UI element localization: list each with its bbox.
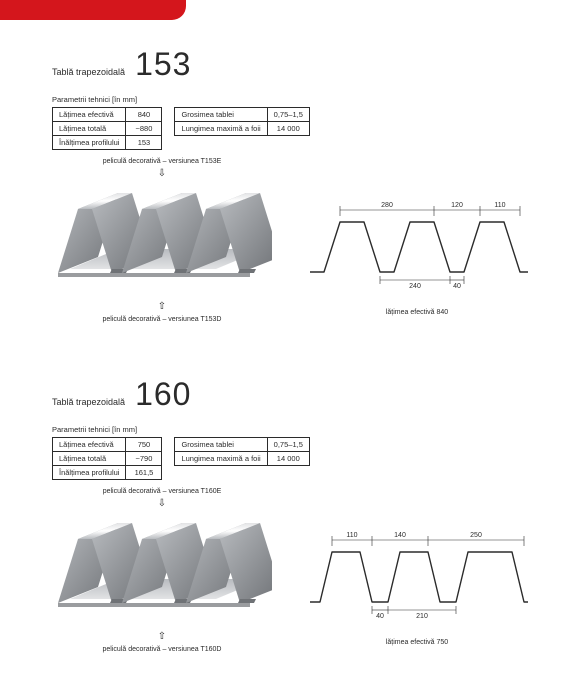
param-value: 0,75–1,5 <box>267 108 309 122</box>
table-row: Înălțimea profilului153 <box>53 136 162 150</box>
param-caption: Parametrii tehnici [în mm] <box>52 95 162 104</box>
param-table-2-wrap: Grosimea tablei0,75–1,5Lungimea maximă a… <box>174 425 309 466</box>
svg-text:40: 40 <box>376 613 384 620</box>
cross-section-diagram: 110 140 250 40 210 <box>302 516 532 631</box>
svg-text:110: 110 <box>494 202 505 209</box>
svg-text:120: 120 <box>451 202 463 209</box>
param-value: ~880 <box>126 122 162 136</box>
param-value: 14 000 <box>267 122 309 136</box>
table-row: Grosimea tablei0,75–1,5 <box>175 108 309 122</box>
param-value: 840 <box>126 108 162 122</box>
param-name: Lățimea efectivă <box>53 108 126 122</box>
cross-section-column: 280 120 110 240 40 lățimea efectivă 840 <box>288 158 546 316</box>
svg-text:110: 110 <box>346 532 357 539</box>
title-number: 160 <box>135 376 191 413</box>
svg-text:240: 240 <box>409 283 421 290</box>
param-name: Înălțimea profilului <box>53 136 126 150</box>
svg-text:280: 280 <box>381 202 393 209</box>
title-number: 153 <box>135 46 191 83</box>
param-name: Lățimea totală <box>53 452 126 466</box>
param-table-1-wrap: Parametrii tehnici [în mm] Lățimea efecti… <box>52 425 162 480</box>
param-name: Grosimea tablei <box>175 108 267 122</box>
svg-text:210: 210 <box>416 613 428 620</box>
title-prefix: Tablă trapezoidală <box>52 397 125 407</box>
title-row: Tablă trapezoidală 160 <box>52 376 546 413</box>
param-caption: Parametrii tehnici [în mm] <box>52 425 162 434</box>
table-row: Lungimea maximă a foii14 000 <box>175 452 309 466</box>
cross-caption: lățimea efectivă 840 <box>386 309 448 316</box>
product-section: Tablă trapezoidală 160 Parametrii tehnici … <box>52 376 546 653</box>
table-row: Lățimea totală~790 <box>53 452 162 466</box>
cross-section-diagram: 280 120 110 240 40 <box>302 186 532 301</box>
arrow-down-icon: ⇩ <box>158 499 166 509</box>
param-name: Lățimea efectivă <box>53 438 126 452</box>
render-column: peliculă decorativă – versiunea T153E ⇩ <box>52 158 272 323</box>
param-tables: Parametrii tehnici [în mm] Lățimea efecti… <box>52 425 546 480</box>
param-value: 161,5 <box>126 466 162 480</box>
body-row: peliculă decorativă – versiunea T153E ⇩ <box>52 158 546 323</box>
cross-caption: lățimea efectivă 750 <box>386 639 448 646</box>
sheet-render <box>52 513 272 628</box>
arrow-up-icon: ⇧ <box>158 632 166 642</box>
version-label-top: peliculă decorativă – versiunea T160E <box>103 488 222 495</box>
spacer <box>174 425 309 434</box>
param-table-1-wrap: Parametrii tehnici [în mm] Lățimea efecti… <box>52 95 162 150</box>
title-row: Tablă trapezoidală 153 <box>52 46 546 83</box>
param-value: 750 <box>126 438 162 452</box>
table-row: Lățimea totală~880 <box>53 122 162 136</box>
param-name: Lățimea totală <box>53 122 126 136</box>
product-section: Tablă trapezoidală153Parametrii tehnici … <box>52 46 546 323</box>
version-label-bottom: peliculă decorativă – versiunea T160D <box>103 646 222 653</box>
param-value: ~790 <box>126 452 162 466</box>
param-table-1: Lățimea efectivă750Lățimea totală~790Înă… <box>52 437 162 480</box>
sheet-render <box>52 183 272 298</box>
table-row: Grosimea tablei0,75–1,5 <box>175 438 309 452</box>
param-name: Înălțimea profilului <box>53 466 126 480</box>
svg-text:140: 140 <box>394 532 406 539</box>
arrow-down-icon: ⇩ <box>158 169 166 179</box>
table-row: Lungimea maximă a foii14 000 <box>175 122 309 136</box>
svg-text:250: 250 <box>470 532 482 539</box>
param-value: 14 000 <box>267 452 309 466</box>
param-name: Grosimea tablei <box>175 438 267 452</box>
table-row: Lățimea efectivă840 <box>53 108 162 122</box>
render-column: peliculă decorativă – versiunea T160E ⇩ <box>52 488 272 653</box>
param-tables: Parametrii tehnici [în mm] Lățimea efecti… <box>52 95 546 150</box>
body-row: peliculă decorativă – versiunea T160E ⇩ <box>52 488 546 653</box>
spacer <box>174 95 309 104</box>
param-table-2: Grosimea tablei0,75–1,5Lungimea maximă a… <box>174 107 309 136</box>
table-row: Înălțimea profilului161,5 <box>53 466 162 480</box>
param-table-2: Grosimea tablei0,75–1,5Lungimea maximă a… <box>174 437 309 466</box>
table-row: Lățimea efectivă750 <box>53 438 162 452</box>
param-value: 153 <box>126 136 162 150</box>
param-name: Lungimea maximă a foii <box>175 122 267 136</box>
param-table-1: Lățimea efectivă840Lățimea totală~880Înă… <box>52 107 162 150</box>
version-label-top: peliculă decorativă – versiunea T153E <box>103 158 222 165</box>
version-label-bottom: peliculă decorativă – versiunea T153D <box>103 316 222 323</box>
cross-section-column: 110 140 250 40 210 lățimea efectivă 750 <box>288 488 546 646</box>
param-name: Lungimea maximă a foii <box>175 452 267 466</box>
header-red-tab <box>0 0 186 20</box>
title-prefix: Tablă trapezoidală <box>52 67 125 77</box>
param-value: 0,75–1,5 <box>267 438 309 452</box>
param-table-2-wrap: Grosimea tablei0,75–1,5Lungimea maximă a… <box>174 95 309 136</box>
svg-text:40: 40 <box>453 283 461 290</box>
arrow-up-icon: ⇧ <box>158 302 166 312</box>
